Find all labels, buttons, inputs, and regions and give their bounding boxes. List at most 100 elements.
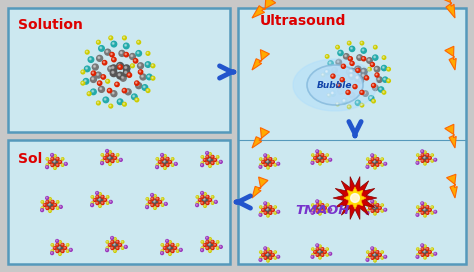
Circle shape xyxy=(421,154,424,156)
Circle shape xyxy=(362,49,364,51)
Circle shape xyxy=(220,246,221,247)
Circle shape xyxy=(162,164,163,165)
Circle shape xyxy=(349,58,350,59)
Circle shape xyxy=(424,151,426,153)
Circle shape xyxy=(92,72,93,73)
Circle shape xyxy=(206,152,209,154)
Polygon shape xyxy=(252,50,269,70)
Circle shape xyxy=(128,74,129,75)
Circle shape xyxy=(317,160,318,161)
Circle shape xyxy=(172,164,173,165)
Circle shape xyxy=(52,244,53,245)
Circle shape xyxy=(167,164,168,165)
Circle shape xyxy=(373,100,374,101)
Circle shape xyxy=(44,204,46,206)
Circle shape xyxy=(380,88,381,90)
Circle shape xyxy=(371,164,374,166)
Circle shape xyxy=(92,90,93,92)
Circle shape xyxy=(91,76,96,82)
Circle shape xyxy=(164,202,167,205)
Circle shape xyxy=(424,257,426,259)
Circle shape xyxy=(115,82,119,86)
Circle shape xyxy=(201,191,203,194)
Circle shape xyxy=(369,207,370,208)
Circle shape xyxy=(346,90,350,94)
Circle shape xyxy=(152,204,153,205)
Circle shape xyxy=(314,207,315,208)
Circle shape xyxy=(119,66,120,67)
Circle shape xyxy=(372,251,373,252)
Circle shape xyxy=(51,200,54,203)
Circle shape xyxy=(341,64,346,68)
Circle shape xyxy=(52,159,58,165)
Circle shape xyxy=(416,162,419,164)
Circle shape xyxy=(125,44,127,46)
Circle shape xyxy=(384,209,385,210)
Circle shape xyxy=(267,155,269,157)
Circle shape xyxy=(376,204,379,206)
Circle shape xyxy=(379,207,380,208)
Circle shape xyxy=(328,61,333,66)
Circle shape xyxy=(314,251,315,252)
Circle shape xyxy=(59,253,61,255)
Circle shape xyxy=(51,164,54,166)
Circle shape xyxy=(374,248,376,250)
Circle shape xyxy=(350,70,352,72)
Circle shape xyxy=(103,61,105,63)
Circle shape xyxy=(374,206,375,208)
Circle shape xyxy=(311,154,314,156)
Circle shape xyxy=(269,206,272,208)
Circle shape xyxy=(70,249,71,250)
Circle shape xyxy=(102,202,103,203)
Circle shape xyxy=(82,71,83,72)
Circle shape xyxy=(319,163,321,165)
Circle shape xyxy=(109,151,111,153)
Circle shape xyxy=(51,252,54,255)
Circle shape xyxy=(361,91,362,92)
Circle shape xyxy=(360,90,364,94)
Circle shape xyxy=(121,76,123,78)
Circle shape xyxy=(201,162,203,164)
Circle shape xyxy=(384,162,387,165)
Circle shape xyxy=(196,204,197,205)
Circle shape xyxy=(109,104,113,108)
Circle shape xyxy=(107,202,108,203)
Circle shape xyxy=(59,161,60,162)
Circle shape xyxy=(166,250,169,253)
Circle shape xyxy=(157,204,158,205)
Circle shape xyxy=(172,244,173,245)
Circle shape xyxy=(59,241,60,242)
Circle shape xyxy=(421,202,424,205)
Circle shape xyxy=(207,241,208,242)
Circle shape xyxy=(117,241,118,242)
Circle shape xyxy=(109,200,112,203)
Circle shape xyxy=(264,206,267,208)
Circle shape xyxy=(345,55,346,57)
Circle shape xyxy=(201,249,202,250)
Circle shape xyxy=(164,155,166,157)
Circle shape xyxy=(161,244,164,246)
Circle shape xyxy=(147,89,148,91)
Circle shape xyxy=(162,198,164,200)
Circle shape xyxy=(109,244,110,245)
Circle shape xyxy=(326,160,328,162)
Text: Bubble: Bubble xyxy=(317,81,353,89)
Circle shape xyxy=(265,159,271,165)
Circle shape xyxy=(151,64,155,68)
Circle shape xyxy=(41,207,44,209)
Circle shape xyxy=(369,161,370,162)
Circle shape xyxy=(431,212,433,214)
Circle shape xyxy=(260,164,262,166)
Circle shape xyxy=(147,52,148,54)
Circle shape xyxy=(362,74,364,76)
Circle shape xyxy=(426,248,429,250)
Circle shape xyxy=(274,257,275,258)
Circle shape xyxy=(117,154,119,156)
Circle shape xyxy=(41,209,42,210)
Circle shape xyxy=(123,89,125,91)
Circle shape xyxy=(384,256,385,257)
Circle shape xyxy=(117,63,124,69)
Circle shape xyxy=(421,160,424,162)
Circle shape xyxy=(164,247,165,248)
Circle shape xyxy=(56,244,57,245)
